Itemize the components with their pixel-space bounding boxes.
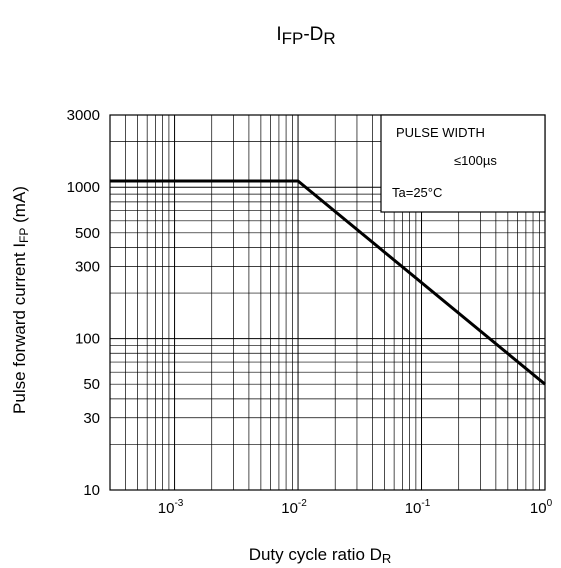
y-tick-label: 30 (83, 410, 100, 427)
x-axis-label: Duty cycle ratio DR (249, 545, 392, 566)
series-group (110, 179, 546, 386)
annotation-line: ≤100µs (454, 153, 497, 168)
x-tick-label: 10-3 (158, 498, 184, 517)
y-axis-label: Pulse forward current IFP (mA) (10, 186, 31, 414)
grid-lines (110, 115, 545, 490)
chart-title: IFP-DR (276, 24, 335, 48)
plot-frame (109, 114, 546, 491)
y-tick-label: 50 (83, 376, 100, 393)
y-tick-labels: 3000 1000 500 300 100 50 30 10 (67, 107, 100, 499)
y-tick-label: 100 (75, 331, 100, 348)
series-line (110, 179, 546, 386)
annotation-box: PULSE WIDTH ≤100µs Ta=25°C (380, 114, 546, 213)
y-tick-label: 10 (83, 482, 100, 499)
y-tick-label: 300 (75, 258, 100, 275)
x-tick-label: 10-2 (281, 498, 307, 517)
y-tick-label: 1000 (67, 179, 100, 196)
y-tick-label: 3000 (67, 107, 100, 124)
x-tick-labels: 10-3 10-2 10-1 100 (158, 498, 553, 517)
y-tick-label: 500 (75, 225, 100, 242)
x-tick-label: 100 (530, 498, 553, 517)
annotation-frame (380, 114, 546, 213)
annotation-line: PULSE WIDTH (396, 125, 485, 140)
chart-title-text: IFP-DR (276, 24, 335, 48)
x-tick-label: 10-1 (405, 498, 431, 517)
annotation-line: Ta=25°C (392, 185, 442, 200)
